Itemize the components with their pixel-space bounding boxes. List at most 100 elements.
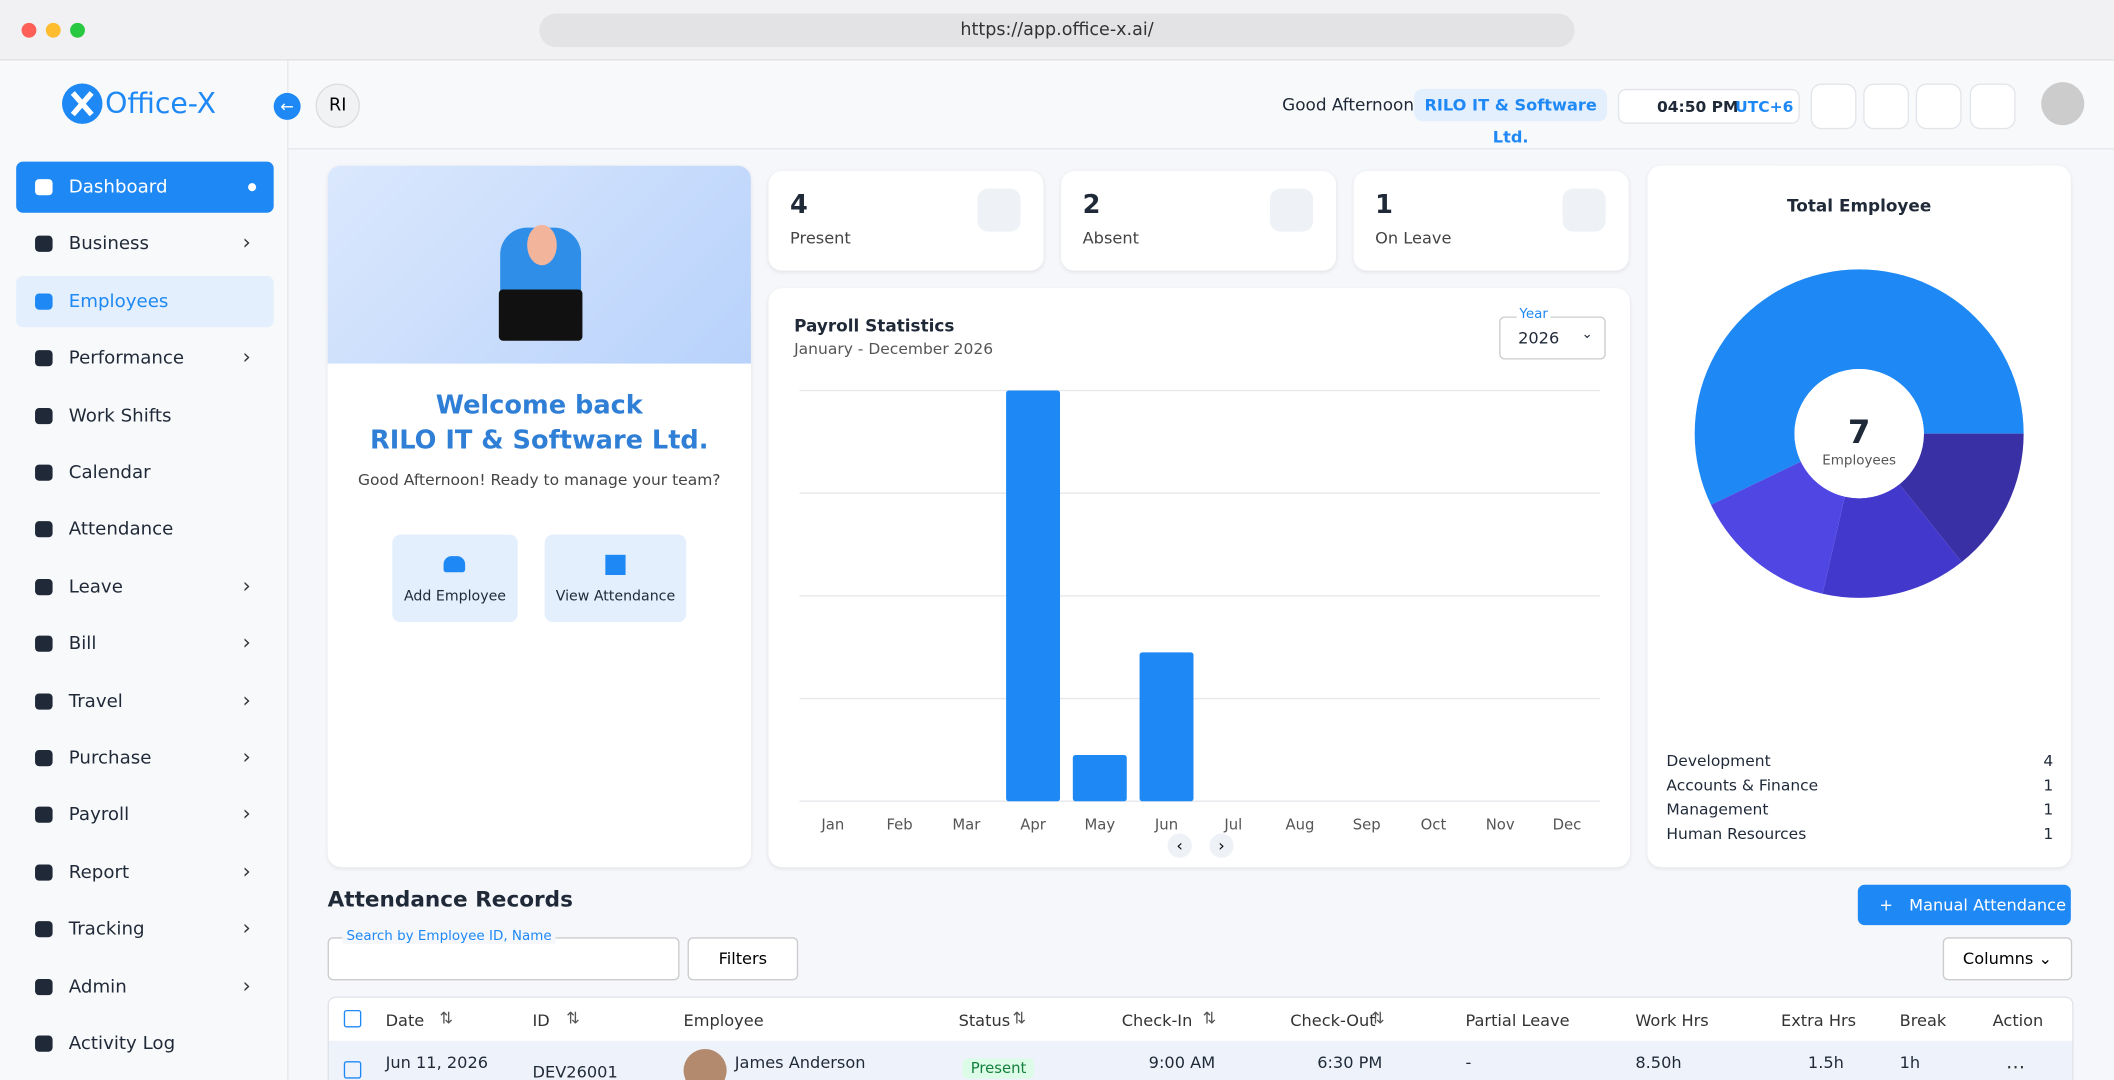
button-label: View Attendance [555,588,676,605]
chevron: › [242,973,251,998]
view-attendance-button[interactable]: View Attendance [544,534,687,623]
nav-label: Tracking [68,918,145,941]
columns-button[interactable]: Columns ⌄ [1942,937,2073,981]
header-checkbox[interactable] [343,1009,362,1028]
nav-item[interactable]: Travel › [16,675,274,726]
welcome-illustration [327,165,751,364]
nav-label: Travel [68,690,123,712]
nav-item[interactable]: Business › [16,219,274,270]
pie-slice [1899,433,2024,563]
nav-item[interactable]: Work Shifts [16,390,274,441]
nav-item[interactable]: Admin › [16,961,274,1012]
chevron: › [242,744,251,769]
nav-icon [35,350,53,367]
nav-item[interactable]: Employees [16,275,274,327]
nav-label: Bill [68,633,97,655]
search-input[interactable]: Search by Employee ID, Name [327,929,680,981]
nav-item[interactable]: Payroll › [16,790,274,841]
column-header[interactable]: Status [958,1011,1011,1031]
x-tick-label: Jul [1223,817,1242,834]
zoom-dot[interactable] [70,22,85,38]
attendance-table: Date ⇅ ID ⇅ Employee Status ⇅ Check-In ⇅ Check-Ou… [327,996,2074,1080]
user-initials[interactable]: RI [315,83,360,128]
legend-value: 1 [2043,825,2053,843]
total-value: 7 [1848,413,1871,451]
next-button[interactable]: › [1209,833,1234,858]
settings-button[interactable] [1915,83,1962,130]
cell: Jun 11, 2026 [385,1053,489,1072]
logout-button[interactable] [1969,83,2016,130]
button-label: Manual Attendance [1909,895,2067,915]
notifications-button[interactable] [1810,83,1857,130]
action-menu[interactable]: ⋯ [2006,1057,2025,1079]
nav-icon [35,1035,53,1052]
column-header[interactable]: Check-In [1121,1011,1193,1031]
nav-item[interactable]: Tracking › [16,904,274,955]
filters-button[interactable]: Filters [687,937,799,981]
nav-item[interactable]: Dashboard [16,161,274,213]
collapse-button[interactable]: ← [273,92,301,120]
nav-icon [35,692,53,710]
stat-card: 1 On Leave [1353,171,1629,271]
column-header[interactable]: Date [385,1011,425,1031]
cell: - [1465,1053,1472,1072]
nav-label: Work Shifts [68,404,172,427]
minimize-dot[interactable] [45,22,61,38]
cell: 9:00 AM [1148,1053,1216,1072]
pie-slice [1694,269,2024,505]
column-header: Action [1992,1011,2044,1031]
nav-item[interactable]: Attendance [16,504,274,555]
column-header[interactable]: Check-Out [1290,1011,1376,1031]
cell: DEV26001 [532,1062,618,1080]
url-bar[interactable]: https://app.office-x.ai/ [539,13,1575,48]
nav-item[interactable]: Activity Log [16,1018,274,1069]
bar [1072,755,1127,802]
nav-item[interactable]: Leave › [16,561,274,612]
button-label: Add Employee [403,588,507,605]
nav-icon [35,179,53,196]
year-select[interactable]: Year 2026 ⌄ [1499,307,1606,360]
cell: 6:30 PM [1317,1053,1383,1072]
announcements-button[interactable] [1863,83,1910,130]
nav-item[interactable]: Calendar [16,447,274,498]
pie-slice [1822,484,1962,598]
nav-label: Admin [68,975,127,998]
nav-item[interactable]: Bill › [16,618,274,669]
legend-label: Accounts & Finance [1666,776,1818,794]
total-title: Total Employee [1787,195,1932,216]
sidebar: Office-X Dashboard Business › Employees Perf… [0,60,289,1080]
row-checkbox[interactable] [343,1061,362,1079]
nav-label: Report [68,861,130,884]
nav-item[interactable]: Performance › [16,333,274,384]
nav-item[interactable]: Report › [16,847,274,898]
chevron: › [242,573,251,598]
nav-icon [35,407,53,424]
welcome-company: RILO IT & Software Ltd. [370,425,709,456]
manual-attendance-button[interactable]: + Manual Attendance [1857,884,2071,926]
chevron: › [242,915,251,941]
column-header: Extra Hrs [1780,1011,1857,1031]
sort-icon: ⇅ [439,1008,454,1028]
button-label: Columns [1962,949,2034,969]
chevron: › [242,687,251,712]
attendance-title: Attendance Records [327,886,573,912]
employee-photo [683,1049,727,1080]
nav-label: Purchase [68,747,152,769]
legend-value: 1 [2043,776,2053,794]
legend-value: 1 [2043,801,2053,819]
top-header: ← RI Good Afternoon! RILO IT & Software … [273,60,2114,150]
add-employee-button[interactable]: Add Employee [392,534,518,623]
x-tick-label: Jun [1154,817,1178,834]
avatar[interactable] [2041,82,2085,126]
column-header[interactable]: ID [532,1011,550,1031]
close-dot[interactable] [21,22,37,38]
nav-item[interactable]: Purchase › [16,733,274,784]
nav-label: Business [68,233,150,256]
stat-label: On Leave [1375,228,1452,248]
prev-button[interactable]: ‹ [1167,833,1192,858]
payroll-subtitle: January - December 2026 [794,339,994,359]
x-tick-label: Feb [886,817,912,834]
